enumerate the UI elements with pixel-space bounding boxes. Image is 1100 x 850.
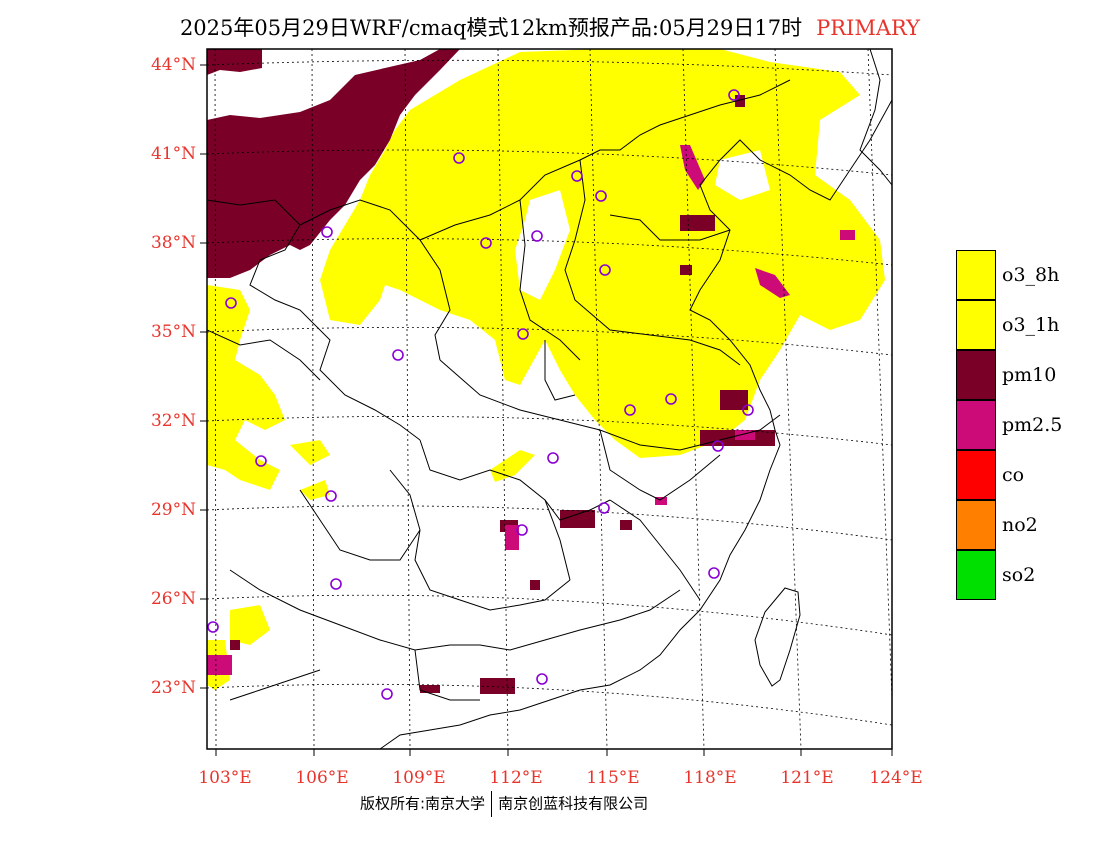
lat-label-41: 41°N	[150, 144, 196, 164]
lat-label-44: 44°N	[150, 55, 196, 75]
axis-ticks	[200, 64, 893, 756]
lon-label-109: 109°E	[392, 768, 446, 788]
o3-white-gap	[515, 190, 570, 300]
lat-label-29: 29°N	[150, 500, 196, 520]
title-main: 2025年05月29日WRF/cmaq模式12km预报产品:05月29日17时	[179, 16, 803, 40]
lon-label-112: 112°E	[489, 768, 543, 788]
pm25-patches	[207, 145, 855, 675]
lat-label-26: 26°N	[150, 589, 196, 609]
legend-label-pm25: pm2.5	[1002, 414, 1063, 436]
o3-white-gap-2	[715, 150, 770, 200]
legend-label-o3-1h: o3_1h	[1002, 314, 1060, 336]
lat-label-23: 23°N	[150, 678, 196, 698]
lat-label-35: 35°N	[150, 322, 196, 342]
o3-region-north	[320, 49, 885, 458]
graticule	[207, 49, 892, 749]
map-title: 2025年05月29日WRF/cmaq模式12km预报产品:05月29日17时 P…	[0, 12, 1100, 42]
lon-label-124: 124°E	[869, 768, 923, 788]
footer-company: 南京创蓝科技有限公司	[498, 794, 649, 813]
map-frame	[206, 48, 893, 750]
legend-swatch-so2	[956, 550, 996, 600]
copyright-footer: 版权所有:南京大学 南京创蓝科技有限公司	[360, 791, 648, 817]
footer-copyright: 版权所有:南京大学	[360, 794, 486, 813]
legend-label-no2: no2	[1002, 514, 1038, 536]
lon-label-106: 106°E	[295, 768, 349, 788]
korea-coast	[859, 49, 892, 186]
o3-patch-c	[230, 605, 270, 645]
o3-patch-e	[290, 440, 330, 465]
o3-region-west	[207, 285, 285, 490]
title-tag: PRIMARY	[816, 16, 921, 40]
legend-swatch-pm10	[956, 350, 996, 400]
legend-label-so2: so2	[1002, 564, 1036, 586]
pm10-region-northwest	[207, 49, 262, 75]
pm10-region-mongolia	[207, 49, 460, 278]
o3-patch-b	[300, 480, 330, 500]
legend-label-o3-8h: o3_8h	[1002, 264, 1060, 286]
lat-label-38: 38°N	[150, 233, 196, 253]
lon-label-118: 118°E	[683, 768, 737, 788]
legend-swatch-no2	[956, 500, 996, 550]
province-boundaries	[207, 79, 791, 701]
legend-swatch-o3-1h	[956, 300, 996, 350]
footer-separator	[491, 791, 493, 817]
lat-label-32: 32°N	[150, 411, 196, 431]
legend-swatch-o3-8h	[956, 250, 996, 300]
legend-swatch-co	[956, 450, 996, 500]
lon-label-121: 121°E	[780, 768, 834, 788]
taiwan-outline	[754, 587, 801, 687]
lon-label-115: 115°E	[586, 768, 640, 788]
legend-label-co: co	[1002, 464, 1025, 486]
legend-label-pm10: pm10	[1002, 364, 1057, 386]
coastline	[379, 99, 892, 749]
site-markers	[207, 89, 754, 700]
legend-swatch-pm25	[956, 400, 996, 450]
lon-label-103: 103°E	[198, 768, 252, 788]
